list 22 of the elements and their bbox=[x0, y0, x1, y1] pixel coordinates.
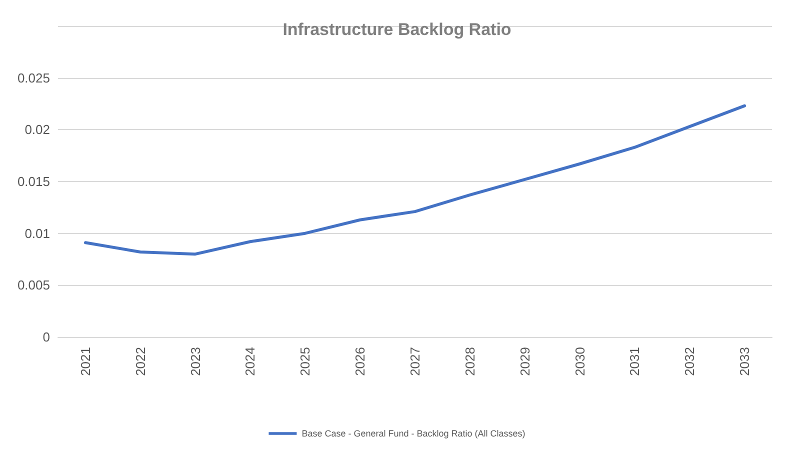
x-tick-label: 2033 bbox=[737, 347, 752, 376]
line-series bbox=[84, 104, 746, 256]
y-tick-label: 0.015 bbox=[17, 174, 50, 189]
x-tick-label: 2023 bbox=[188, 347, 203, 376]
y-tick-label: 0.01 bbox=[24, 226, 50, 241]
x-tick-label: 2027 bbox=[408, 347, 422, 376]
x-tick-label: 2028 bbox=[462, 347, 478, 376]
x-tick-label: 2030 bbox=[572, 347, 588, 376]
x-tick-label: 2025 bbox=[298, 347, 313, 376]
y-tick-label: 0 bbox=[42, 330, 50, 344]
x-tick-label: 2021 bbox=[78, 347, 93, 376]
x-tick-label: 2031 bbox=[627, 347, 642, 376]
chart-title: Infrastructure Backlog Ratio bbox=[282, 20, 512, 39]
y-tick-label: 0.025 bbox=[17, 70, 50, 86]
x-tick-label: 2032 bbox=[682, 347, 698, 376]
y-tick-label: 0.005 bbox=[17, 278, 50, 293]
x-tick-label: 2029 bbox=[517, 347, 532, 376]
x-tick-label: 2024 bbox=[242, 347, 258, 376]
legend-label: Base Case - General Fund - Backlog Ratio (All Classes) bbox=[302, 428, 526, 438]
x-tick-label: 2026 bbox=[352, 347, 368, 376]
y-tick-label: 0.02 bbox=[24, 122, 50, 138]
x-tick-label: 2022 bbox=[132, 347, 148, 376]
